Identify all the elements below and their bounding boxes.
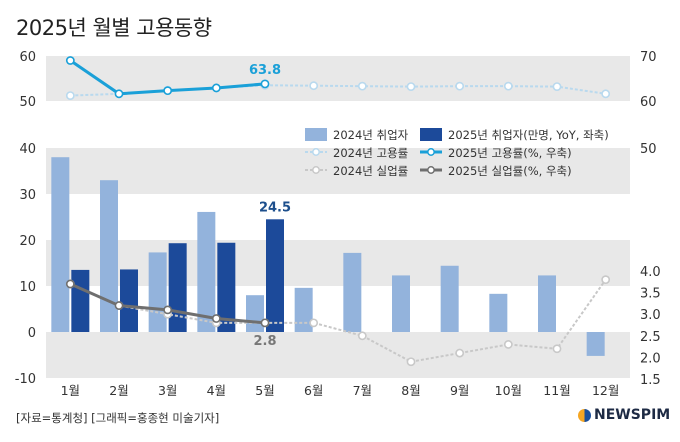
legend-label: 2025년 실업률(%, 우축) [448,164,572,178]
bar-2024 [343,252,362,332]
bar-2024 [586,332,605,356]
brand-name: NEWSPIM [594,407,671,423]
gridband-2 [46,332,630,378]
emp-2024-point [503,81,513,91]
emp-2024-point [552,82,562,91]
emp-2024-point [309,81,319,91]
emp-2025-point [114,89,124,99]
bar-2024 [440,265,459,332]
unemp-2025-point [114,301,124,310]
unemp-2025-annotation: 2.8 [253,334,276,349]
bar-axis-tick: 0 [28,326,36,341]
month-label: 1월 [61,383,80,398]
month-label: 9월 [450,383,469,398]
unemp-right-tick: 2.5 [640,330,661,345]
legend-label: 2024년 고용률 [333,146,408,160]
brand-logo: NEWSPIM [578,407,670,423]
unemp-2024-point [309,318,319,328]
legend-label: 2024년 취업자 [333,128,409,142]
emp-2024-point [601,89,611,99]
unemp-2024-point [406,357,416,367]
month-label: 7월 [353,383,372,398]
bar-2025-annotation: 24.5 [259,200,291,215]
legend-swatch-point [312,166,320,174]
bar-2024 [148,252,167,332]
bar-axis-tick: 30 [19,188,36,203]
bar-2024 [489,293,508,332]
newspim-logo-icon [578,408,591,422]
legend-swatch-point [427,148,435,156]
unemp-2024-point [552,344,562,354]
month-label: 11월 [543,383,570,398]
legend-swatch-point [427,166,435,174]
bar-2025 [71,269,90,332]
bar-2025 [266,219,284,332]
month-label: 3월 [158,383,177,398]
emp-2024-point [406,82,416,91]
gridband-0 [46,148,630,194]
month-label: 8월 [401,383,420,398]
emp-2024-line [70,84,606,97]
legend-swatch-point [312,148,320,156]
emp-2025-annotation: 63.8 [249,63,281,78]
legend-swatch [420,128,442,141]
unemp-2024-point [601,275,611,285]
unemp-right-tick: 1.5 [640,373,661,388]
legend-label: 2025년 취업자(만명, YoY, 좌축) [448,128,609,142]
legend-label: 2024년 실업률 [333,164,408,178]
unemp-2024-point [503,340,513,349]
emp-2024-point [455,81,465,91]
bar-axis-tick: 40 [19,142,36,157]
bar-axis-tick: 10 [19,280,36,295]
bar-2024 [246,295,264,332]
unemp-right-tick: 2.0 [640,351,661,366]
emp-2025-point [163,86,173,96]
bar-2024 [197,211,216,332]
emp-2025-point [65,56,75,65]
bar-2024 [100,180,118,332]
unemp-right-tick: 3.5 [640,287,661,302]
source-credit: [자료=통계청] [그래픽=홍종현 미술기자] [16,411,220,425]
emp-2024-point [65,91,75,100]
month-label: 4월 [207,383,226,398]
bar-2024 [538,275,556,332]
unemp-2024-point [455,348,465,358]
legend-swatch [305,128,327,141]
bar-axis-tick: -10 [15,372,36,387]
unemp-2024-line [69,279,607,363]
bar-2025 [120,269,138,332]
month-label: 10월 [495,383,522,398]
month-label: 5월 [255,383,274,398]
month-label: 2월 [109,383,128,398]
legend-label: 2025년 고용률(%, 우축) [448,146,572,160]
unemp-2025-point [163,305,173,315]
emp-2025-point [211,83,221,93]
month-label: 6월 [304,383,323,398]
bar-2025 [217,242,236,332]
emp-2025-point [260,79,270,89]
chart-title: 2025년 월별 고용동향 [16,16,212,40]
unemp-right-tick: 50 [640,142,657,157]
bar-axis-tick: 20 [19,234,36,249]
emp-2024-point [357,81,367,91]
unemp-2025-point [260,318,270,328]
unemp-right-tick: 3.0 [640,308,661,323]
bar-2024 [392,275,410,332]
unemp-2025-point [65,279,75,289]
emp-left-tick: 60 [19,50,36,65]
emp-right-tick: 60 [640,95,657,110]
month-label: 12월 [592,383,619,398]
emp-right-tick: 70 [640,50,657,65]
unemp-2024-point [357,331,367,341]
gridband-1 [46,240,630,286]
unemp-2025-point [211,314,221,323]
bar-2024 [51,157,70,332]
emp-left-tick: 50 [19,95,36,110]
bar-2025 [168,243,187,332]
unemp-right-tick: 4.0 [640,265,661,280]
bar-2024 [294,287,313,332]
